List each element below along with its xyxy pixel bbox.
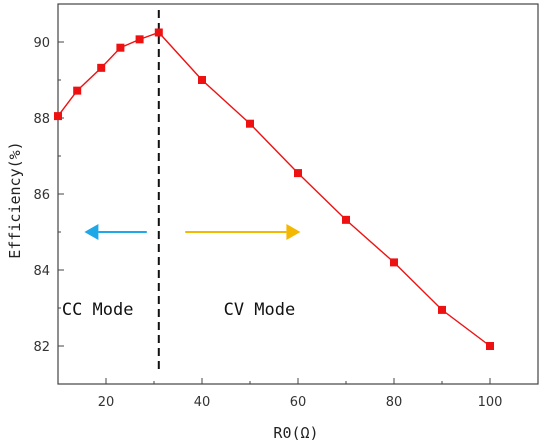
data-point xyxy=(438,305,446,314)
data-point xyxy=(154,28,163,37)
y-axis-title: Efficiency(%) xyxy=(6,141,24,258)
data-point xyxy=(198,76,206,84)
cc-arrow-head xyxy=(84,224,99,240)
cv-arrow-head xyxy=(286,224,301,240)
cc-mode-label: CC Mode xyxy=(62,300,134,320)
y-tick-label: 84 xyxy=(33,264,50,279)
x-tick-label: 40 xyxy=(194,395,211,410)
data-point xyxy=(486,342,494,350)
data-point xyxy=(390,258,398,267)
annotations-layer: CC Mode CV Mode xyxy=(62,300,295,320)
ticks: 20 40 60 80 100 82 84 86 88 90 xyxy=(33,3,539,410)
data-point xyxy=(97,63,106,72)
x-tick-label: 60 xyxy=(290,395,307,410)
data-point xyxy=(342,215,350,224)
efficiency-line xyxy=(57,31,491,347)
data-point xyxy=(73,86,82,95)
data-point xyxy=(294,169,302,178)
y-tick-label: 86 xyxy=(33,188,50,203)
y-tick-label: 90 xyxy=(33,36,50,51)
y-tick-label: 82 xyxy=(33,340,50,355)
axes xyxy=(57,3,539,385)
y-tick-label: 88 xyxy=(33,112,50,127)
data-point xyxy=(116,43,125,52)
data-point xyxy=(54,112,62,121)
series-layer xyxy=(54,28,494,350)
data-point xyxy=(246,119,254,128)
x-tick-label: 80 xyxy=(386,395,403,410)
x-tick-label: 100 xyxy=(478,395,503,410)
cv-mode-label: CV Mode xyxy=(224,300,296,320)
arrows-layer xyxy=(84,224,301,240)
x-tick-label: 20 xyxy=(98,395,115,410)
plot-frame xyxy=(57,3,539,385)
data-point xyxy=(135,35,144,44)
x-axis-title: R0(Ω) xyxy=(273,424,318,442)
